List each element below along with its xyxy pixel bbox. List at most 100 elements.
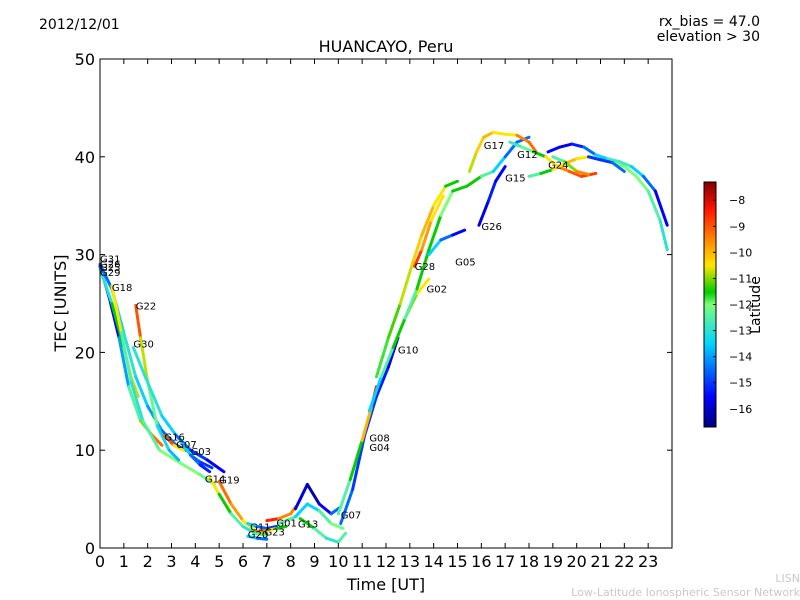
track-g24 <box>527 155 669 252</box>
track-segment <box>427 213 443 252</box>
track-segment <box>420 204 436 237</box>
track-segment <box>179 440 193 457</box>
track-segment <box>491 155 507 173</box>
track-segment <box>160 414 178 438</box>
plot-frame <box>99 58 673 549</box>
track-segment <box>410 233 424 266</box>
track-segment <box>558 142 574 149</box>
track-g13 <box>277 502 345 530</box>
track-segment <box>265 524 278 530</box>
x-tick-label: 18 <box>519 552 539 571</box>
track-segment <box>305 482 321 506</box>
colorbar-tick-label: −9 <box>729 220 745 233</box>
elevation-label: elevation > 30 <box>656 29 760 45</box>
track-segment <box>374 336 390 379</box>
satellite-label: G03 <box>191 447 211 458</box>
track-segment <box>98 262 114 291</box>
credit-abbr: LISN <box>775 572 800 585</box>
x-tick-label: 10 <box>328 552 348 571</box>
track-segment <box>277 515 297 526</box>
satellite-label: G10 <box>398 345 418 356</box>
x-tick-label: 20 <box>566 552 586 571</box>
satellite-label: G26 <box>100 259 120 270</box>
track-g16 <box>162 434 185 452</box>
track-g30 <box>131 346 226 474</box>
track-g28 <box>413 194 445 268</box>
track-segment <box>629 165 645 178</box>
x-tick-label: 19 <box>543 552 563 571</box>
satellite-label: G11 <box>250 522 270 533</box>
satellite-label: G02 <box>427 285 447 296</box>
track-segment <box>339 487 355 526</box>
rx-bias-label: rx_bias = 47.0 <box>658 14 760 30</box>
track-segment <box>520 145 536 154</box>
colorbar-label: Latitude <box>748 276 764 334</box>
track-g21 <box>551 155 591 176</box>
y-tick-label: 20 <box>75 343 95 362</box>
track-segment <box>189 453 202 467</box>
track-segment <box>217 492 233 516</box>
track-segment <box>570 142 586 149</box>
track-segment <box>255 524 269 530</box>
track-segment <box>610 161 626 173</box>
y-tick-label: 50 <box>75 50 95 69</box>
track-segment <box>305 502 321 513</box>
x-tick-label: 15 <box>447 552 467 571</box>
track-segment <box>415 277 431 296</box>
track-segment <box>134 303 143 340</box>
x-tick-label: 9 <box>309 552 319 571</box>
track-segment <box>465 174 483 188</box>
track-g15 <box>477 165 507 227</box>
x-tick-label: 6 <box>238 552 248 571</box>
track-segment <box>155 424 171 452</box>
track-segment <box>293 482 309 511</box>
track-g27 <box>298 517 347 544</box>
satellite-label: G15 <box>505 173 525 184</box>
colorbar-tick-label: −16 <box>729 403 752 416</box>
track-segment <box>293 502 309 519</box>
track-segment <box>129 380 145 423</box>
colorbar-tick-label: −12 <box>729 299 752 312</box>
track-segment <box>379 346 395 379</box>
colorbar-tick-label: −13 <box>729 325 752 338</box>
track-g20 <box>246 534 269 541</box>
track-segment <box>217 479 233 506</box>
x-tick-label: 11 <box>352 552 372 571</box>
track-segment <box>420 218 433 252</box>
track-segment <box>482 130 495 139</box>
data-tracks <box>98 130 669 544</box>
x-tick-label: 12 <box>376 552 396 571</box>
track-segment <box>329 522 345 530</box>
satellite-label: G28 <box>415 262 435 273</box>
track-segment <box>274 524 288 530</box>
track-segment <box>439 233 455 242</box>
x-tick-label: 3 <box>166 552 176 571</box>
satellite-label: G01 <box>276 518 296 529</box>
track-segment <box>444 179 459 188</box>
track-segment <box>439 189 455 217</box>
x-tick-label: 17 <box>495 552 515 571</box>
track-g03 <box>189 453 212 474</box>
axis-ticks: 0 1 2 3 4 5 6 7 8 9 10 11 12 13 14 15 16 17 18 19 20 21 22 2301… <box>75 50 672 571</box>
track-segment <box>451 184 469 193</box>
colorbar-tick-label: −11 <box>729 272 752 285</box>
track-segment <box>599 158 614 165</box>
track-segment <box>467 150 479 173</box>
track-segment <box>477 199 490 227</box>
satellite-label: G13 <box>298 519 318 530</box>
track-segment <box>653 189 669 227</box>
track-segment <box>198 460 214 470</box>
track-g18 <box>110 284 216 486</box>
x-tick-label: 0 <box>95 552 105 571</box>
track-segment <box>403 287 419 320</box>
satellite-label: G04 <box>369 443 389 454</box>
x-tick-label: 23 <box>638 552 658 571</box>
x-tick-label: 5 <box>214 552 224 571</box>
track-segment <box>348 438 364 482</box>
track-segment <box>141 419 162 452</box>
x-tick-label: 1 <box>119 552 129 571</box>
track-segment <box>527 140 538 154</box>
track-segment <box>122 331 138 379</box>
track-g11 <box>246 522 278 530</box>
